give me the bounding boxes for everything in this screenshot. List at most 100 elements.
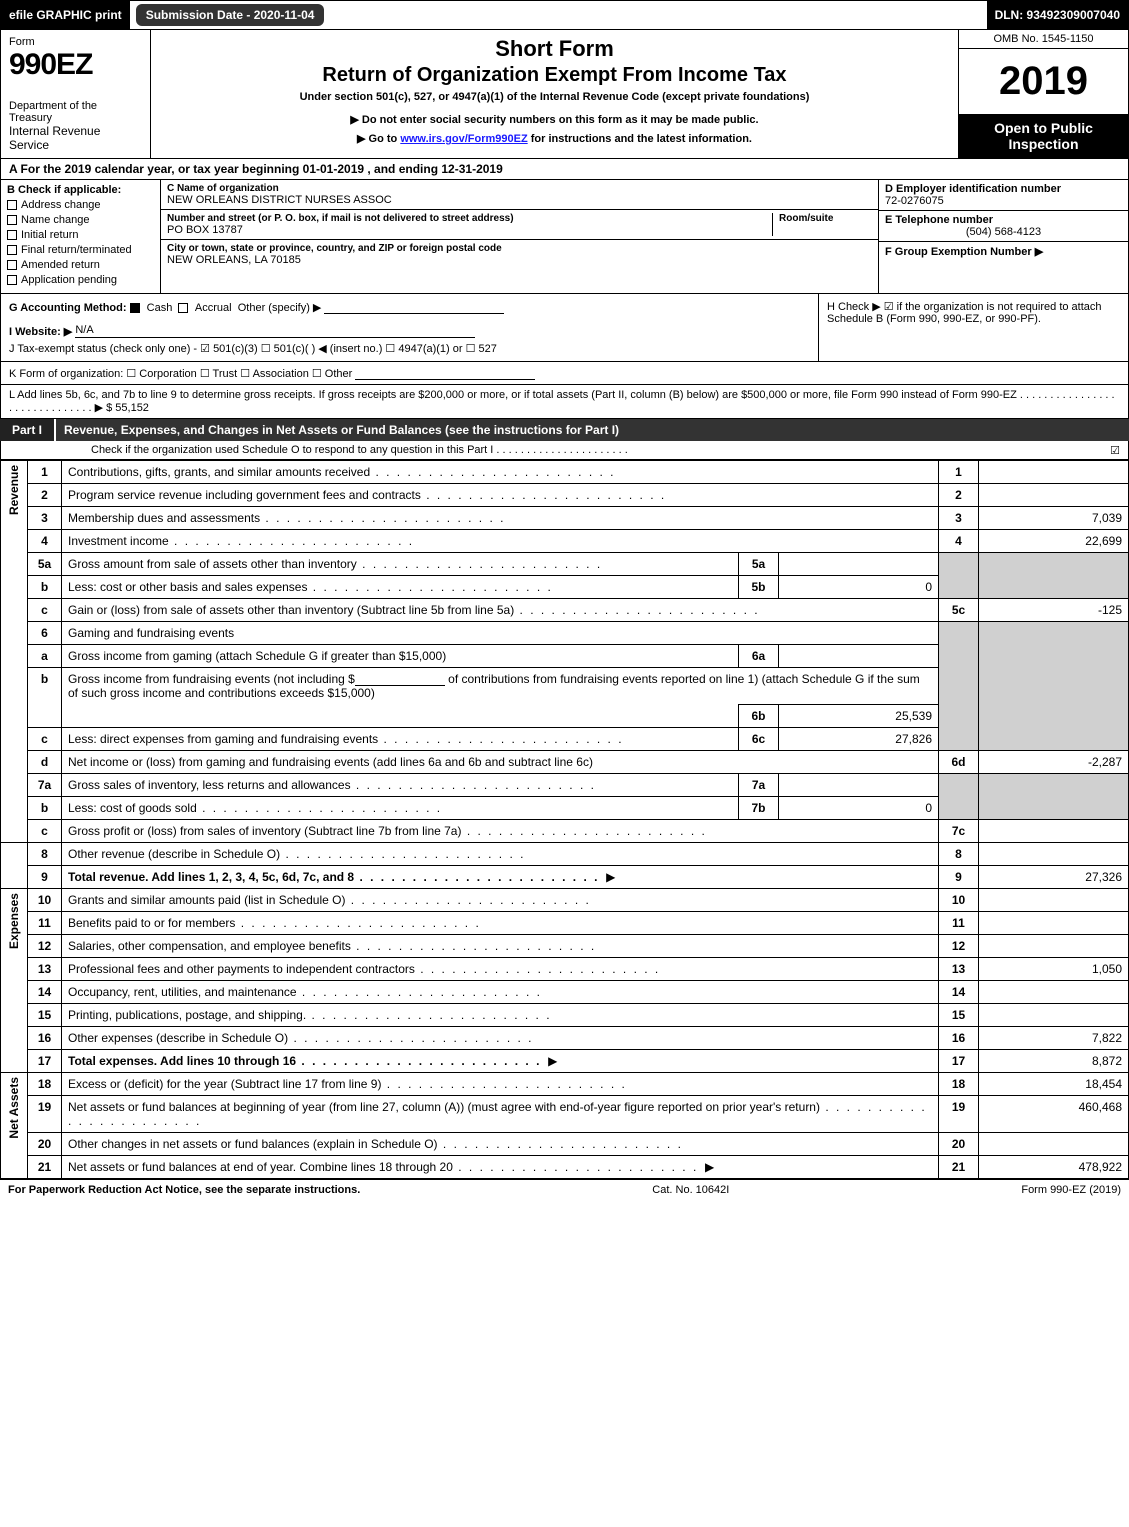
- val-17: 8,872: [979, 1050, 1129, 1073]
- col-16: 16: [939, 1027, 979, 1050]
- desc-5b: Less: cost or other basis and sales expe…: [62, 576, 739, 599]
- subcol-5a: 5a: [739, 553, 779, 576]
- ssn-warning: ▶ Do not enter social security numbers o…: [159, 113, 950, 126]
- val-7c: [979, 820, 1129, 843]
- ln-13: 13: [28, 958, 62, 981]
- ln-6a: a: [28, 645, 62, 668]
- part-i-sub: Check if the organization used Schedule …: [0, 441, 1129, 460]
- website-value: N/A: [75, 324, 475, 338]
- form-title-block: Short Form Return of Organization Exempt…: [151, 30, 958, 158]
- 6b-amount-input[interactable]: [355, 672, 445, 686]
- ln-20: 20: [28, 1133, 62, 1156]
- ein-value: 72-0276075: [885, 195, 1122, 207]
- revenue-sidelabel: Revenue: [1, 461, 28, 843]
- ln-7a: 7a: [28, 774, 62, 797]
- footer-cat-no: Cat. No. 10642I: [360, 1184, 1021, 1196]
- desc-13: Professional fees and other payments to …: [62, 958, 939, 981]
- subcol-6b: 6b: [739, 705, 779, 728]
- ln-7c: c: [28, 820, 62, 843]
- desc-12: Salaries, other compensation, and employ…: [62, 935, 939, 958]
- city-value: NEW ORLEANS, LA 70185: [167, 254, 872, 266]
- g-other-input[interactable]: [324, 300, 504, 314]
- ln-9: 9: [28, 866, 62, 889]
- goto-pre: ▶ Go to: [357, 133, 400, 145]
- ln-5a: 5a: [28, 553, 62, 576]
- val-21: 478,922: [979, 1156, 1129, 1179]
- val-13: 1,050: [979, 958, 1129, 981]
- col-19: 19: [939, 1096, 979, 1133]
- subcol-7b: 7b: [739, 797, 779, 820]
- group-exemption-label: F Group Exemption Number ▶: [885, 245, 1122, 258]
- section-j: J Tax-exempt status (check only one) - ☑…: [9, 342, 810, 355]
- section-k: K Form of organization: ☐ Corporation ☐ …: [0, 362, 1129, 385]
- phone-value: (504) 568-4123: [885, 226, 1122, 238]
- netassets-sidelabel: Net Assets: [1, 1073, 28, 1179]
- col-8: 8: [939, 843, 979, 866]
- checkbox-application-pending[interactable]: [7, 275, 17, 285]
- ein-label: D Employer identification number: [885, 183, 1122, 195]
- ln-11: 11: [28, 912, 62, 935]
- k-other-input[interactable]: [355, 366, 535, 380]
- chk-lbl-2: Initial return: [21, 229, 78, 241]
- org-name: NEW ORLEANS DISTRICT NURSES ASSOC: [167, 194, 872, 206]
- irs-label: Internal Revenue Service: [9, 124, 142, 152]
- checkbox-amended-return[interactable]: [7, 260, 17, 270]
- checkbox-cash[interactable]: [130, 303, 140, 313]
- addr-value: PO BOX 13787: [167, 224, 772, 236]
- subcol-6a: 6a: [739, 645, 779, 668]
- col-4: 4: [939, 530, 979, 553]
- checkbox-address-change[interactable]: [7, 200, 17, 210]
- desc-6b-pad: [62, 705, 739, 728]
- ln-19: 19: [28, 1096, 62, 1133]
- part-i-header: Part I Revenue, Expenses, and Changes in…: [0, 419, 1129, 441]
- checkbox-final-return[interactable]: [7, 245, 17, 255]
- desc-10: Grants and similar amounts paid (list in…: [62, 889, 939, 912]
- efile-print-button[interactable]: efile GRAPHIC print: [1, 1, 130, 29]
- checkbox-name-change[interactable]: [7, 215, 17, 225]
- irs-link[interactable]: www.irs.gov/Form990EZ: [400, 133, 527, 145]
- chk-lbl-0: Address change: [21, 199, 101, 211]
- g-cash: Cash: [147, 302, 173, 314]
- ln-5c: c: [28, 599, 62, 622]
- val-19: 460,468: [979, 1096, 1129, 1133]
- city-label: City or town, state or province, country…: [167, 243, 872, 254]
- page-footer: For Paperwork Reduction Act Notice, see …: [0, 1179, 1129, 1200]
- g-other: Other (specify) ▶: [238, 302, 322, 314]
- footer-left: For Paperwork Reduction Act Notice, see …: [8, 1184, 360, 1196]
- ln-6c: c: [28, 728, 62, 751]
- desc-6a: Gross income from gaming (attach Schedul…: [62, 645, 739, 668]
- ln-6d: d: [28, 751, 62, 774]
- ln-4: 4: [28, 530, 62, 553]
- part-i-checkbox[interactable]: ☑: [1110, 444, 1120, 457]
- return-title: Return of Organization Exempt From Incom…: [159, 64, 950, 87]
- col-18: 18: [939, 1073, 979, 1096]
- org-name-label: C Name of organization: [167, 183, 872, 194]
- part-i-tab: Part I: [0, 419, 56, 441]
- shade-5: [939, 553, 979, 599]
- subval-7b: 0: [779, 797, 939, 820]
- desc-18: Excess or (deficit) for the year (Subtra…: [62, 1073, 939, 1096]
- desc-11: Benefits paid to or for members: [62, 912, 939, 935]
- col-13: 13: [939, 958, 979, 981]
- subval-5b: 0: [779, 576, 939, 599]
- section-g: G Accounting Method: Cash Accrual Other …: [1, 294, 818, 361]
- desc-6b-1: Gross income from fundraising events (no…: [62, 668, 939, 705]
- col-1: 1: [939, 461, 979, 484]
- form-header: Form 990EZ Department of the Treasury In…: [0, 30, 1129, 159]
- col-6d: 6d: [939, 751, 979, 774]
- g-label: G Accounting Method:: [9, 302, 127, 314]
- subcol-7a: 7a: [739, 774, 779, 797]
- part-i-table: Revenue 1 Contributions, gifts, grants, …: [0, 460, 1129, 1179]
- desc-5a: Gross amount from sale of assets other t…: [62, 553, 739, 576]
- ln-7b: b: [28, 797, 62, 820]
- checkbox-initial-return[interactable]: [7, 230, 17, 240]
- desc-6: Gaming and fundraising events: [62, 622, 939, 645]
- ln-17: 17: [28, 1050, 62, 1073]
- ln-3: 3: [28, 507, 62, 530]
- addr-label: Number and street (or P. O. box, if mail…: [167, 213, 772, 224]
- val-5c: -125: [979, 599, 1129, 622]
- val-8: [979, 843, 1129, 866]
- section-def: D Employer identification number 72-0276…: [878, 180, 1128, 293]
- checkbox-accrual[interactable]: [178, 303, 188, 313]
- desc-7c: Gross profit or (loss) from sales of inv…: [62, 820, 939, 843]
